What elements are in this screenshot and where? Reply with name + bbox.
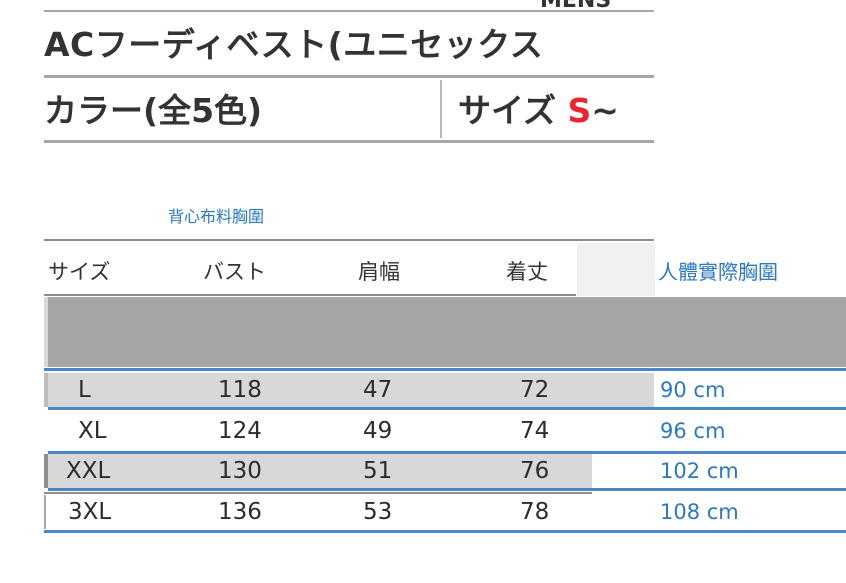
cell-bust: 124 <box>218 418 262 444</box>
cell-real-chest: 90 cm <box>660 378 726 402</box>
table-bottom-line <box>44 530 846 533</box>
row-shade-ext <box>582 454 592 488</box>
table-row: L 118 47 72 <box>48 373 654 407</box>
col-header-size: サイズ <box>48 260 111 284</box>
cell-length: 76 <box>520 458 550 484</box>
size-label-prefix: サイズ <box>458 91 557 130</box>
row-divider <box>48 451 846 454</box>
cell-bust: 118 <box>218 377 262 403</box>
cell-real-chest: 102 cm <box>660 459 739 483</box>
size-label-value: S <box>567 91 592 130</box>
col-header-length: 着丈 <box>506 260 548 284</box>
header-blank-cell <box>577 243 655 296</box>
row-divider <box>48 488 846 491</box>
cell-size: XL <box>78 418 107 444</box>
row-divider-gray <box>44 492 592 494</box>
cell-shoulder: 51 <box>363 458 393 484</box>
row-left-mark <box>44 373 48 407</box>
cell-size: L <box>78 377 91 403</box>
row-left-mark <box>44 454 48 488</box>
cell-size: XXL <box>66 458 111 484</box>
cell-length: 74 <box>520 418 550 444</box>
color-label: カラー(全5色) <box>44 91 263 130</box>
row-divider <box>48 407 846 410</box>
size-range-label: サイズ S~ <box>458 84 619 132</box>
header-bottom-line <box>44 294 576 296</box>
cell-length: 78 <box>520 499 550 525</box>
title-rule <box>44 75 654 78</box>
cell-bust: 136 <box>218 499 262 525</box>
product-title: ACフーディベスト(ユニセックス <box>44 25 544 64</box>
top-label-fragment: MENS <box>540 0 612 13</box>
col-header-bust: バスト <box>203 260 266 284</box>
top-rule <box>44 10 654 12</box>
cell-shoulder: 47 <box>363 377 393 403</box>
table-row: XXL 130 51 76 <box>48 454 582 488</box>
cell-bust: 130 <box>218 458 262 484</box>
table-row: XL 124 49 74 <box>48 414 654 448</box>
cell-real-chest: 108 cm <box>660 500 739 524</box>
gray-band-edge <box>44 297 48 367</box>
col-header-shoulder: 肩幅 <box>358 260 400 284</box>
cell-shoulder: 53 <box>363 499 393 525</box>
cell-size: 3XL <box>68 499 112 525</box>
fabric-chest-note: 背心布料胸圍 <box>168 207 265 226</box>
row-left-mark <box>44 495 46 529</box>
header-divider <box>440 80 442 138</box>
gray-band-underline <box>44 368 846 371</box>
table-top-rule <box>44 239 654 241</box>
size-label-suffix: ~ <box>591 91 619 130</box>
col-header-real-chest: 人體實際胸圍 <box>658 260 778 284</box>
cell-real-chest: 96 cm <box>660 419 726 443</box>
gray-band <box>48 297 846 367</box>
cell-shoulder: 49 <box>363 418 393 444</box>
header-bottom-rule <box>44 140 654 143</box>
cell-length: 72 <box>520 377 550 403</box>
table-row: 3XL 136 53 78 <box>48 495 654 529</box>
